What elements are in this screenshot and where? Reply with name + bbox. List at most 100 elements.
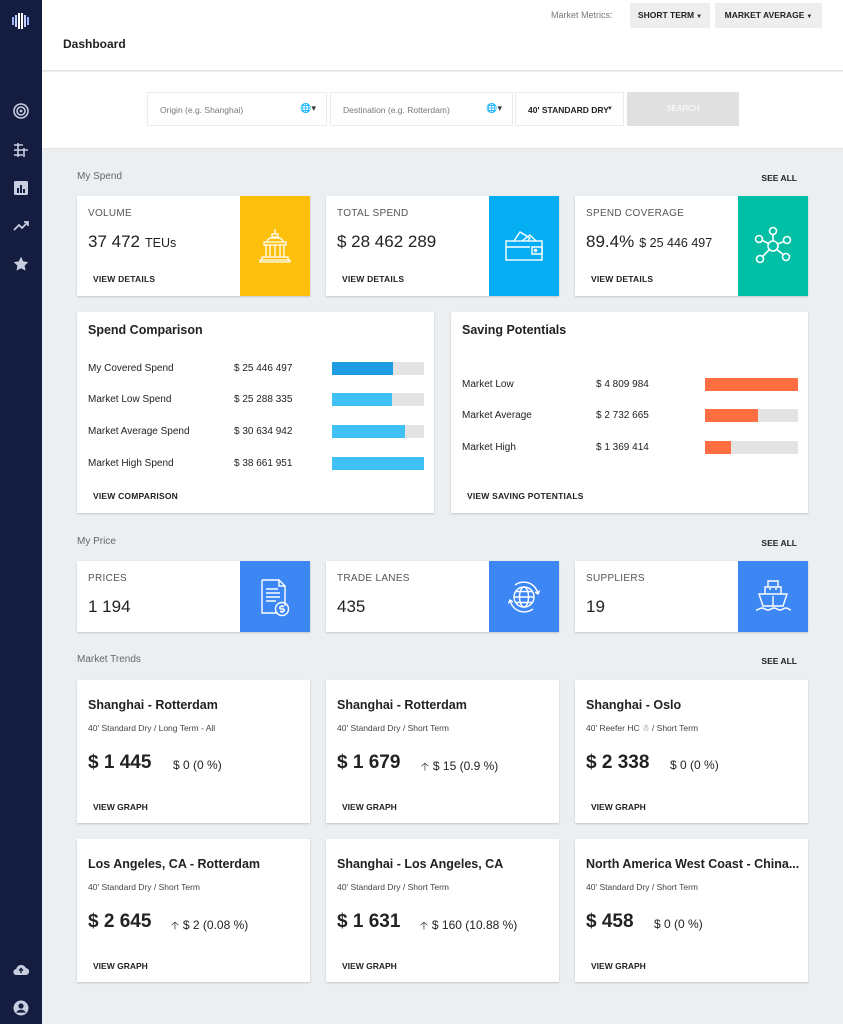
search-button[interactable]: SEARCH: [627, 92, 739, 126]
trend-change-value: $ 160 (10.88 %): [431, 918, 518, 932]
saving-bar-track: [705, 441, 798, 454]
globe-dropdown-icon[interactable]: 🌐▾: [486, 103, 502, 113]
trend-change-value: $ 0 (0 %): [173, 758, 222, 772]
card-label: TOTAL SPEND: [337, 208, 409, 219]
trade-lanes-card[interactable]: TRADE LANES 435: [326, 561, 559, 632]
saving-potentials-card: Saving Potentials Market Low $ 4 809 984…: [451, 312, 808, 513]
trend-price: $ 2 645: [88, 911, 152, 932]
market-level-dropdown-label: MARKET AVERAGE: [724, 10, 805, 20]
trend-card[interactable]: Shanghai - Rotterdam 40' Standard Dry / S…: [326, 680, 559, 823]
trend-card[interactable]: Los Angeles, CA - Rotterdam 40' Standard …: [77, 839, 310, 982]
saving-bar-track: [705, 409, 798, 422]
my-price-see-all[interactable]: SEE ALL: [761, 538, 797, 548]
card-label: VOLUME: [88, 208, 133, 219]
globe-dropdown-icon[interactable]: 🌐▾: [300, 103, 316, 113]
term-dropdown[interactable]: SHORT TERM ▼: [630, 3, 710, 28]
saving-bar: [705, 409, 758, 422]
view-details-link[interactable]: VIEW DETAILS: [93, 274, 156, 284]
spend-coverage-card: SPEND COVERAGE 89.4% $ 25 446 497 VIEW DE…: [575, 196, 808, 296]
view-saving-potentials-link[interactable]: VIEW SAVING POTENTIALS: [467, 491, 584, 501]
row-value: $ 1 369 414: [596, 442, 649, 453]
cloud-upload-icon[interactable]: [12, 961, 30, 979]
network-icon: [738, 196, 808, 296]
view-graph-link[interactable]: VIEW GRAPH: [591, 961, 646, 971]
card-value: 37 472 TEUs: [88, 232, 176, 252]
saving-row: Market Low $ 4 809 984: [462, 377, 798, 393]
suppliers-card[interactable]: SUPPLIERS 19: [575, 561, 808, 632]
trend-change-value: $ 0 (0 %): [670, 758, 719, 772]
bar-chart-icon[interactable]: [12, 179, 30, 197]
view-graph-link[interactable]: VIEW GRAPH: [591, 802, 646, 812]
spend-bar: [332, 362, 393, 375]
comparison-row: Market High Spend $ 38 661 951: [88, 456, 424, 472]
row-value: $ 30 634 942: [234, 426, 293, 437]
total-spend-value: $ 28 462 289: [337, 232, 437, 251]
trend-change-value: $ 15 (0.9 %): [432, 759, 499, 773]
spend-bar: [332, 457, 424, 470]
destination-field[interactable]: Destination (e.g. Rotterdam) 🌐▾: [330, 92, 513, 126]
view-details-link[interactable]: VIEW DETAILS: [591, 274, 654, 284]
row-label: Market Low Spend: [88, 394, 172, 405]
trend-change: $ 0 (0 %): [173, 758, 222, 772]
invoice-icon: [240, 561, 310, 632]
row-value: $ 38 661 951: [234, 458, 293, 469]
coverage-amount: $ 25 446 497: [639, 236, 713, 250]
container-type-select[interactable]: 40' STANDARD DRY ▼: [515, 92, 624, 126]
market-level-dropdown[interactable]: MARKET AVERAGE ▼: [715, 3, 822, 28]
view-graph-link[interactable]: VIEW GRAPH: [342, 961, 397, 971]
view-details-link[interactable]: VIEW DETAILS: [342, 274, 405, 284]
caret-down-icon: ▼: [696, 14, 703, 20]
origin-field[interactable]: Origin (e.g. Shanghai) 🌐▾: [147, 92, 327, 126]
ship-icon: [738, 561, 808, 632]
trend-route: Los Angeles, CA - Rotterdam: [88, 857, 261, 871]
trend-route: Shanghai - Rotterdam: [337, 698, 467, 712]
spend-bar-track: [332, 362, 424, 375]
card-label: SPEND COVERAGE: [586, 208, 685, 219]
view-graph-link[interactable]: VIEW GRAPH: [342, 802, 397, 812]
star-icon[interactable]: [12, 255, 30, 273]
view-comparison-link[interactable]: VIEW COMPARISON: [93, 491, 179, 501]
saving-row: Market High $ 1 369 414: [462, 440, 798, 456]
spend-bar-track: [332, 425, 424, 438]
row-label: Market High: [462, 442, 516, 453]
spend-bar: [332, 393, 392, 406]
trade-lanes-value: 435: [337, 597, 366, 616]
trend-route: North America West Coast - China...: [586, 857, 800, 871]
term-dropdown-label: SHORT TERM: [637, 10, 695, 20]
lanes-icon[interactable]: [12, 141, 30, 159]
view-graph-link[interactable]: VIEW GRAPH: [93, 961, 148, 971]
trend-subtitle: 40' Standard Dry / Long Term - All: [88, 723, 216, 733]
prices-value: 1 194: [88, 597, 131, 616]
wallet-icon: [489, 196, 559, 296]
volume-unit: TEUs: [145, 236, 177, 250]
trend-card[interactable]: Shanghai - Rotterdam 40' Standard Dry / L…: [77, 680, 310, 823]
trend-subtitle: 40' Standard Dry / Short Term: [586, 882, 699, 892]
trend-change: 🡡 $ 2 (0.08 %): [171, 917, 248, 936]
suppliers-value: 19: [586, 597, 605, 616]
market-trends-see-all[interactable]: SEE ALL: [761, 656, 797, 666]
trend-icon[interactable]: [12, 217, 30, 235]
top-bar: Dashboard Market Metrics: SHORT TERM ▼ MA…: [42, 0, 843, 71]
trend-card[interactable]: Shanghai - Los Angeles, CA 40' Standard D…: [326, 839, 559, 982]
my-spend-title: My Spend: [77, 171, 123, 182]
spend-bar-track: [332, 457, 424, 470]
market-metrics-label: Market Metrics:: [551, 10, 613, 20]
trend-card[interactable]: Shanghai - Oslo 40' Reefer HC ☃ / Short T…: [575, 680, 808, 823]
caret-down-icon: ▼: [607, 106, 613, 112]
target-icon[interactable]: [12, 102, 30, 120]
card-value: 89.4% $ 25 446 497: [586, 232, 712, 252]
trend-change: $ 0 (0 %): [670, 758, 719, 772]
app-logo[interactable]: [11, 12, 31, 35]
destination-placeholder: Destination (e.g. Rotterdam): [343, 105, 450, 115]
prices-card[interactable]: PRICES 1 194: [77, 561, 310, 632]
trend-card[interactable]: North America West Coast - China... 40' S…: [575, 839, 808, 982]
account-icon[interactable]: [12, 999, 30, 1017]
card-label: PRICES: [88, 573, 128, 584]
my-spend-see-all[interactable]: SEE ALL: [761, 173, 797, 183]
spend-bar-track: [332, 393, 424, 406]
trend-subtitle: 40' Standard Dry / Short Term: [337, 882, 450, 892]
trend-change-value: $ 2 (0.08 %): [182, 918, 249, 932]
trend-subtitle: 40' Reefer HC ☃ / Short Term: [586, 723, 699, 733]
view-graph-link[interactable]: VIEW GRAPH: [93, 802, 148, 812]
search-band: Origin (e.g. Shanghai) 🌐▾ Destination (e…: [42, 72, 843, 149]
